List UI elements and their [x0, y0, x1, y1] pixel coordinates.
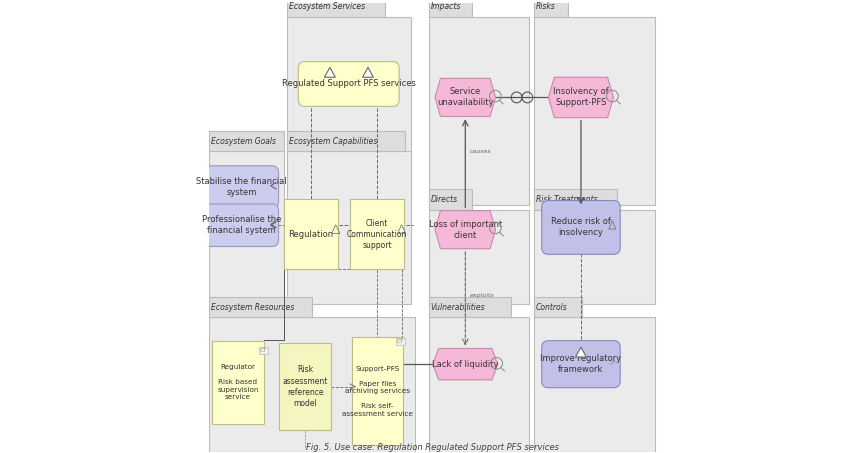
FancyBboxPatch shape: [429, 0, 472, 17]
Text: Controls: Controls: [536, 303, 567, 312]
Polygon shape: [435, 78, 495, 116]
FancyBboxPatch shape: [298, 62, 399, 106]
Text: Ecosystem Services: Ecosystem Services: [289, 2, 365, 11]
FancyBboxPatch shape: [204, 204, 279, 246]
FancyBboxPatch shape: [209, 297, 312, 317]
Text: Risks: Risks: [536, 2, 555, 11]
FancyBboxPatch shape: [209, 317, 415, 452]
FancyBboxPatch shape: [429, 17, 529, 205]
Text: Professionalise the
financial system: Professionalise the financial system: [202, 215, 281, 235]
FancyBboxPatch shape: [352, 337, 404, 445]
FancyBboxPatch shape: [542, 341, 620, 388]
FancyBboxPatch shape: [212, 341, 264, 424]
FancyBboxPatch shape: [429, 189, 472, 209]
FancyBboxPatch shape: [533, 0, 567, 17]
Text: causes: causes: [469, 149, 491, 154]
Text: Reduce risk of
insolvency: Reduce risk of insolvency: [551, 217, 611, 237]
FancyBboxPatch shape: [288, 17, 410, 205]
Text: Stabilise the financial
system: Stabilise the financial system: [197, 177, 287, 197]
Text: Vulnerabilities: Vulnerabilities: [430, 303, 485, 312]
FancyBboxPatch shape: [533, 189, 617, 209]
Polygon shape: [325, 67, 335, 77]
FancyBboxPatch shape: [533, 209, 655, 304]
FancyBboxPatch shape: [288, 151, 410, 304]
Text: Improve regulatory
framework: Improve regulatory framework: [540, 354, 622, 374]
Polygon shape: [548, 77, 613, 118]
FancyBboxPatch shape: [280, 343, 331, 430]
Polygon shape: [363, 67, 373, 77]
FancyBboxPatch shape: [429, 209, 529, 304]
FancyBboxPatch shape: [288, 131, 404, 151]
FancyBboxPatch shape: [533, 297, 582, 317]
Text: Impacts: Impacts: [430, 2, 461, 11]
Text: Insolvency of
Support-PFS: Insolvency of Support-PFS: [553, 87, 609, 107]
Text: CT: CT: [397, 339, 404, 344]
Polygon shape: [435, 211, 495, 249]
Polygon shape: [433, 348, 498, 380]
Text: Regulator

Risk based
supervision
service: Regulator Risk based supervision service: [217, 364, 259, 400]
FancyBboxPatch shape: [429, 297, 512, 317]
Text: Client
Communication
support: Client Communication support: [346, 218, 407, 250]
Polygon shape: [576, 347, 586, 357]
Text: Ecosystem Resources: Ecosystem Resources: [210, 303, 294, 312]
FancyBboxPatch shape: [350, 199, 404, 269]
Text: Fig. 5. Use case: Regulation Regulated Support PFS services: Fig. 5. Use case: Regulation Regulated S…: [307, 443, 559, 452]
Text: exploits: exploits: [469, 293, 494, 298]
FancyBboxPatch shape: [533, 317, 655, 452]
Text: Regulation: Regulation: [288, 230, 333, 239]
FancyBboxPatch shape: [429, 317, 529, 452]
Text: ↗: ↗: [609, 358, 616, 367]
FancyBboxPatch shape: [284, 199, 338, 269]
Text: Service
unavailability: Service unavailability: [437, 87, 494, 107]
Text: Regulated Support PFS services: Regulated Support PFS services: [281, 79, 416, 88]
Text: CT: CT: [260, 348, 267, 353]
FancyBboxPatch shape: [542, 201, 620, 254]
FancyBboxPatch shape: [204, 166, 279, 208]
FancyBboxPatch shape: [209, 151, 284, 304]
FancyBboxPatch shape: [533, 17, 655, 205]
Text: Support-PFS

Paper files
archiving services

Risk self-
assessment service: Support-PFS Paper files archiving servic…: [342, 366, 413, 417]
Text: Directs: Directs: [430, 195, 457, 204]
FancyBboxPatch shape: [209, 131, 284, 151]
Text: Risk
assessment
reference
model: Risk assessment reference model: [282, 366, 328, 408]
FancyBboxPatch shape: [288, 0, 385, 17]
Text: Lack of liquidity: Lack of liquidity: [432, 360, 499, 369]
Text: Ecosystem Goals: Ecosystem Goals: [210, 137, 275, 145]
Text: Risk Treatments: Risk Treatments: [536, 195, 598, 204]
Text: Ecosystem Capabilities: Ecosystem Capabilities: [289, 137, 378, 145]
Text: Loss of important
client: Loss of important client: [429, 220, 502, 240]
